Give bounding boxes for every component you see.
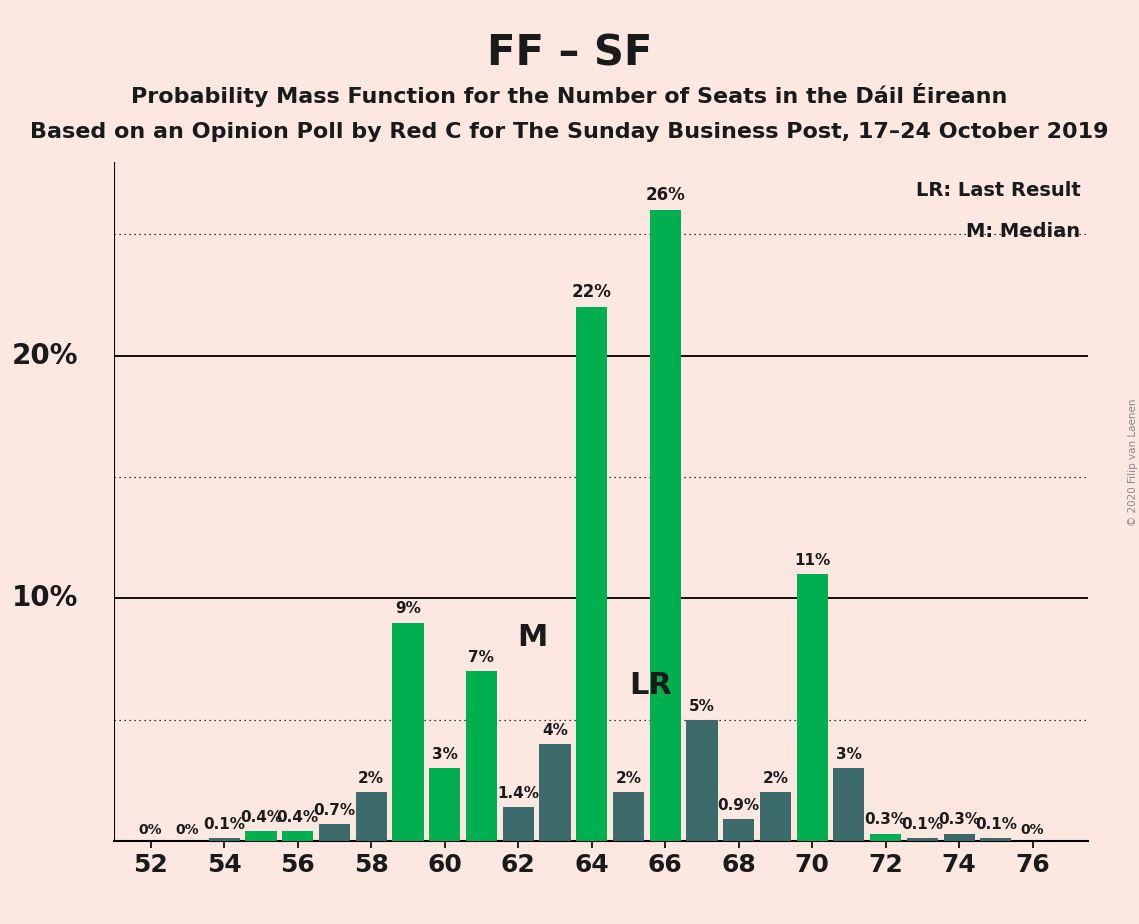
Text: 7%: 7% xyxy=(468,650,494,665)
Bar xyxy=(208,838,240,841)
Text: LR: LR xyxy=(629,671,672,700)
Bar xyxy=(760,793,790,841)
Text: © 2020 Filip van Laenen: © 2020 Filip van Laenen xyxy=(1129,398,1138,526)
Text: 26%: 26% xyxy=(646,186,685,204)
Bar xyxy=(245,832,277,841)
Bar xyxy=(466,671,497,841)
Text: 0.4%: 0.4% xyxy=(240,810,282,825)
Text: 2%: 2% xyxy=(358,772,384,786)
Text: 2%: 2% xyxy=(762,772,788,786)
Text: 9%: 9% xyxy=(395,602,420,616)
Text: Based on an Opinion Poll by Red C for The Sunday Business Post, 17–24 October 20: Based on an Opinion Poll by Red C for Th… xyxy=(31,122,1108,142)
Bar xyxy=(355,793,387,841)
Bar xyxy=(502,807,534,841)
Bar xyxy=(834,768,865,841)
Text: 0.1%: 0.1% xyxy=(203,818,245,833)
Text: 0%: 0% xyxy=(1021,823,1044,837)
Text: 22%: 22% xyxy=(572,283,612,301)
Bar xyxy=(576,307,607,841)
Bar xyxy=(539,744,571,841)
Text: M: M xyxy=(517,623,548,651)
Bar xyxy=(649,211,681,841)
Text: 0%: 0% xyxy=(139,823,163,837)
Text: FF – SF: FF – SF xyxy=(486,32,653,74)
Bar xyxy=(796,574,828,841)
Text: 2%: 2% xyxy=(615,772,641,786)
Text: 0.1%: 0.1% xyxy=(975,818,1017,833)
Text: 11%: 11% xyxy=(794,553,830,568)
Bar xyxy=(282,832,313,841)
Bar xyxy=(943,833,975,841)
Text: 0.3%: 0.3% xyxy=(939,812,981,828)
Text: M: Median: M: Median xyxy=(966,223,1081,241)
Text: 4%: 4% xyxy=(542,723,568,737)
Text: 20%: 20% xyxy=(11,342,79,370)
Bar xyxy=(613,793,644,841)
Text: 0.7%: 0.7% xyxy=(313,803,355,818)
Bar xyxy=(907,838,939,841)
Text: 3%: 3% xyxy=(432,747,458,762)
Bar xyxy=(723,819,754,841)
Text: 1.4%: 1.4% xyxy=(497,785,539,801)
Text: 10%: 10% xyxy=(13,584,79,613)
Text: LR: Last Result: LR: Last Result xyxy=(916,181,1081,201)
Text: 0.9%: 0.9% xyxy=(718,798,760,813)
Bar xyxy=(981,838,1011,841)
Text: 3%: 3% xyxy=(836,747,862,762)
Text: 0%: 0% xyxy=(175,823,199,837)
Bar xyxy=(687,720,718,841)
Bar xyxy=(429,768,460,841)
Bar xyxy=(319,824,350,841)
Bar xyxy=(870,833,901,841)
Text: 0.1%: 0.1% xyxy=(901,818,943,833)
Text: 5%: 5% xyxy=(689,699,715,713)
Text: 0.4%: 0.4% xyxy=(277,810,319,825)
Text: Probability Mass Function for the Number of Seats in the Dáil Éireann: Probability Mass Function for the Number… xyxy=(131,83,1008,107)
Text: 0.3%: 0.3% xyxy=(865,812,907,828)
Bar xyxy=(392,623,424,841)
